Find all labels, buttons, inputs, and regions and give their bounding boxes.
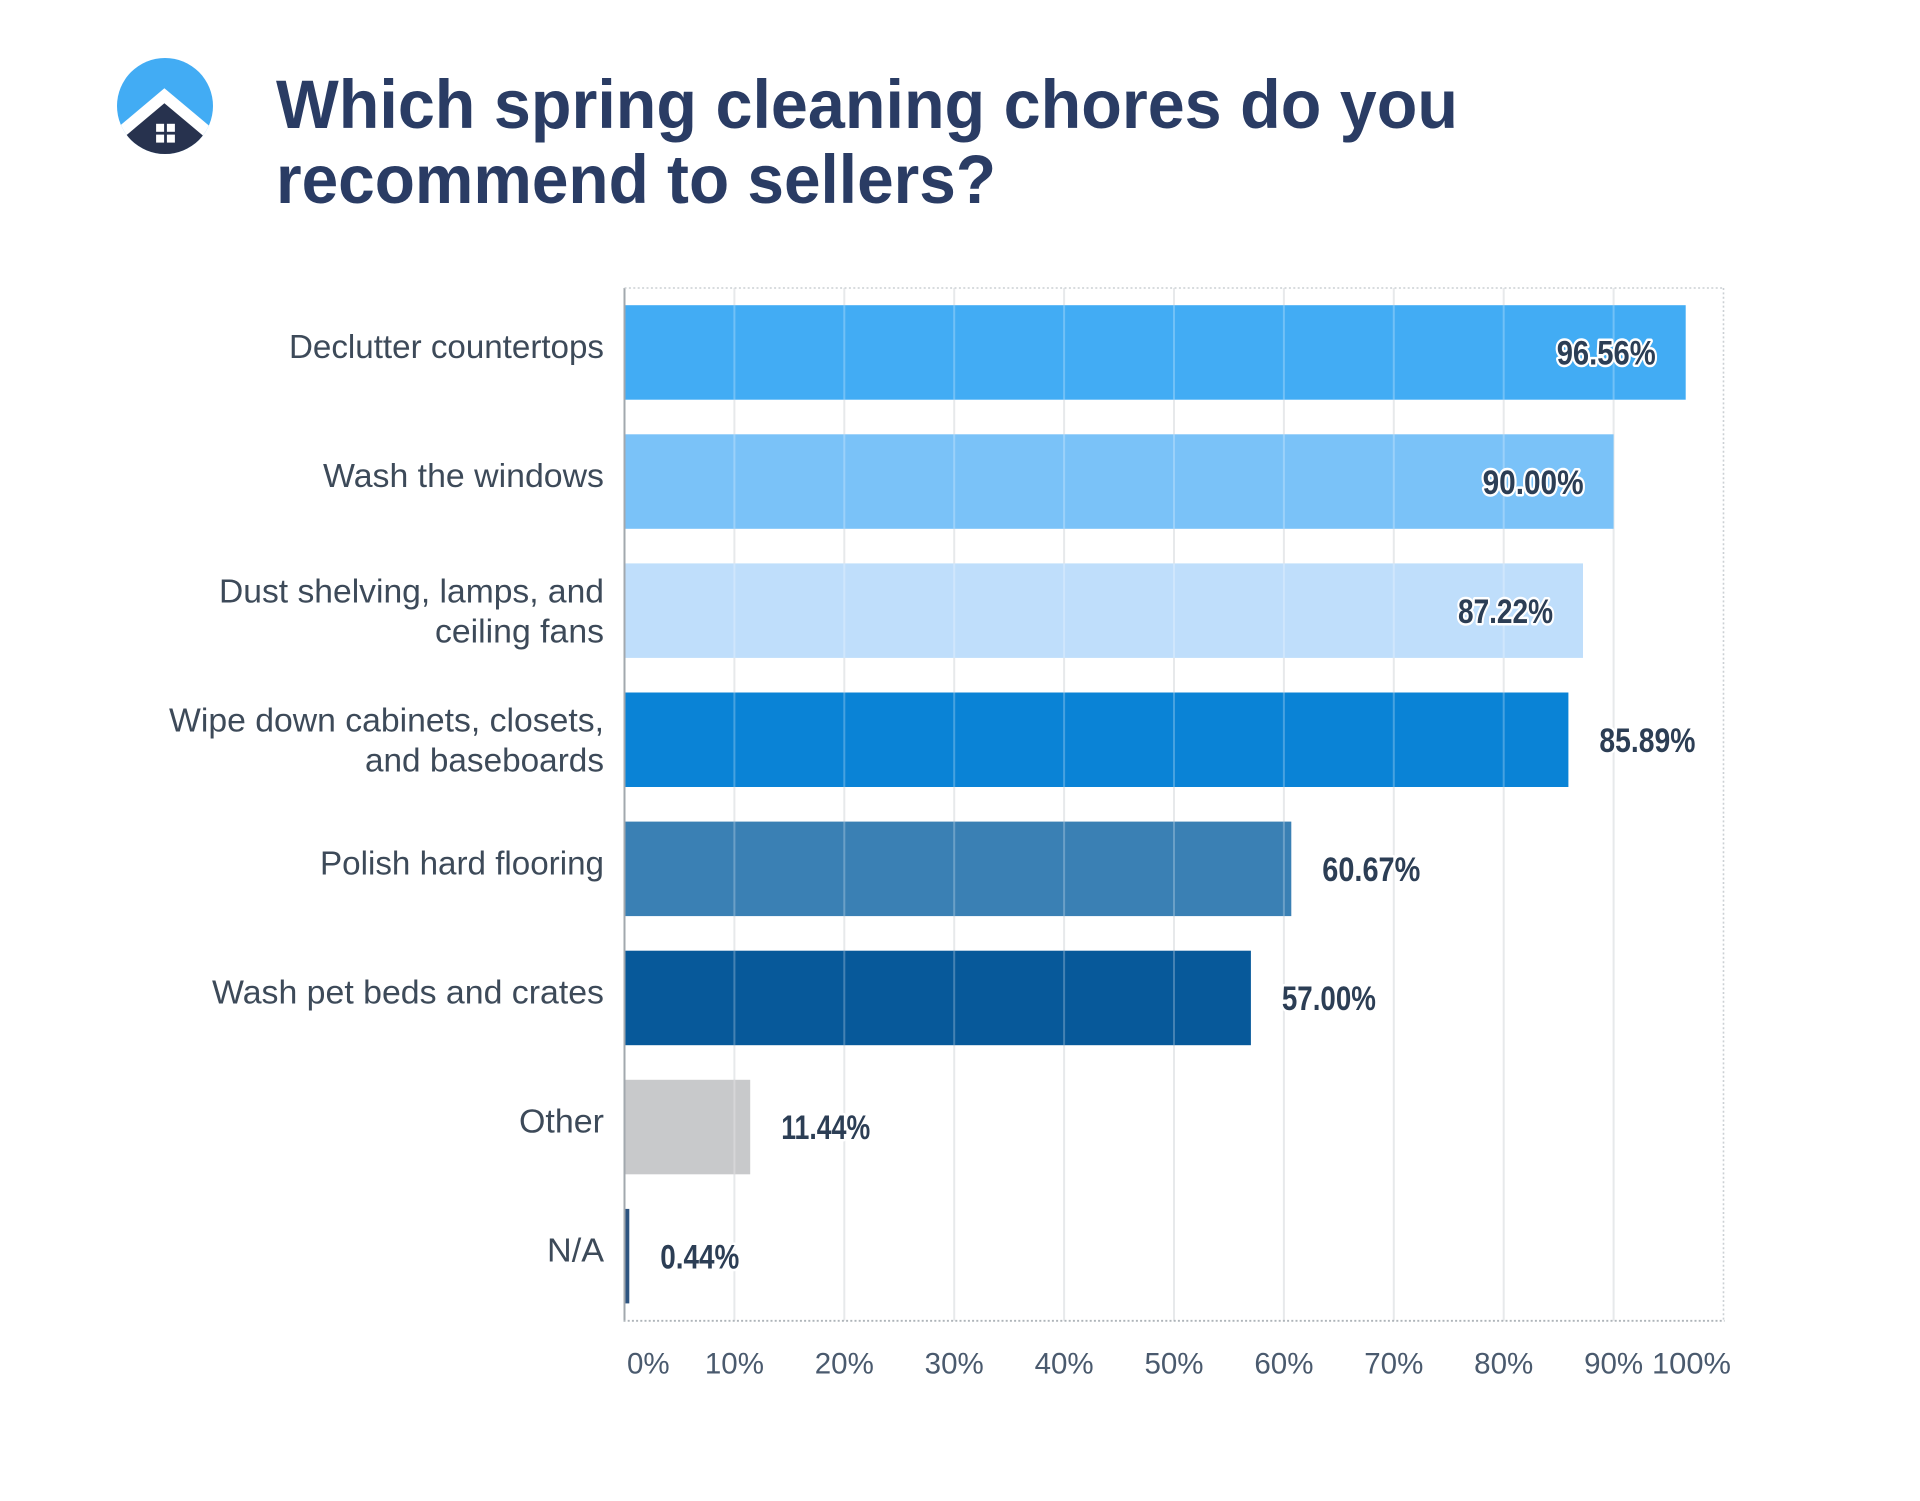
svg-text:Which spring cleaning chores d: Which spring cleaning chores do you (276, 66, 1458, 143)
svg-text:Dust shelving, lamps, and: Dust shelving, lamps, and (219, 572, 604, 609)
svg-text:20%: 20% (815, 1348, 874, 1381)
svg-text:85.89%: 85.89% (1599, 722, 1695, 760)
svg-text:ceiling fans: ceiling fans (435, 612, 604, 649)
svg-text:Wash pet beds and crates: Wash pet beds and crates (212, 974, 604, 1011)
svg-text:60%: 60% (1254, 1348, 1313, 1381)
svg-text:Polish hard flooring: Polish hard flooring (320, 844, 604, 881)
svg-text:recommend to sellers?: recommend to sellers? (276, 141, 996, 218)
svg-text:90%: 90% (1584, 1348, 1643, 1381)
svg-text:57.00%: 57.00% (1282, 980, 1376, 1018)
svg-text:60.67%: 60.67% (1322, 851, 1420, 889)
svg-text:50%: 50% (1144, 1348, 1203, 1381)
svg-text:11.44%: 11.44% (781, 1109, 870, 1147)
svg-text:Other: Other (519, 1103, 604, 1140)
svg-text:70%: 70% (1364, 1348, 1423, 1381)
svg-text:80%: 80% (1474, 1348, 1533, 1381)
svg-text:Declutter countertops: Declutter countertops (289, 328, 604, 365)
svg-text:87.22%: 87.22% (1458, 593, 1553, 631)
svg-text:10%: 10% (705, 1348, 764, 1381)
svg-text:90.00%: 90.00% (1483, 464, 1584, 502)
svg-text:96.56%: 96.56% (1557, 335, 1656, 373)
svg-text:Wash the windows: Wash the windows (323, 457, 604, 494)
svg-text:30%: 30% (925, 1348, 984, 1381)
svg-text:Wipe down cabinets, closets,: Wipe down cabinets, closets, (169, 701, 604, 738)
svg-text:0%: 0% (627, 1348, 670, 1381)
svg-text:100%: 100% (1652, 1348, 1731, 1381)
svg-text:N/A: N/A (547, 1232, 604, 1269)
svg-text:40%: 40% (1035, 1348, 1094, 1381)
svg-text:0.44%: 0.44% (660, 1238, 739, 1276)
svg-text:and baseboards: and baseboards (365, 741, 604, 778)
